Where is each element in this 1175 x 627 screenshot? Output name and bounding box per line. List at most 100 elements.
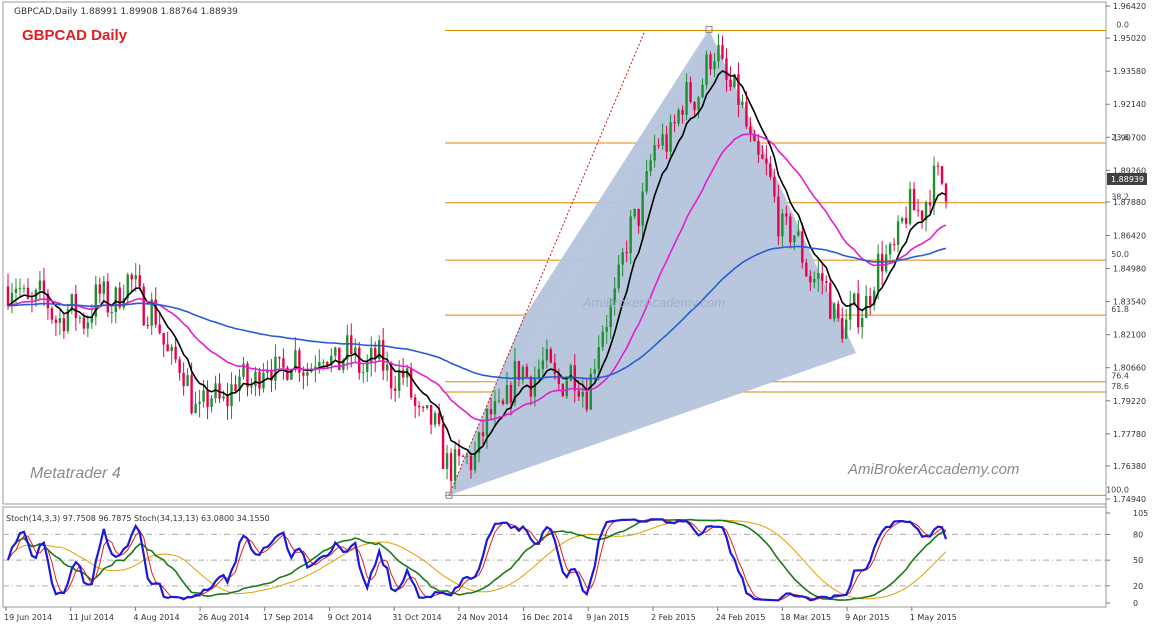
date-tick-label: 9 Apr 2015 — [845, 613, 889, 622]
candle-body — [286, 367, 289, 380]
candle-body — [605, 327, 608, 332]
candle-body — [62, 318, 66, 332]
candle-body — [457, 449, 461, 456]
candle-body — [50, 308, 54, 320]
candle-body — [82, 317, 86, 329]
candle-body — [741, 101, 744, 105]
candle-body — [585, 391, 588, 410]
candle-body — [501, 400, 505, 404]
candle-body — [777, 196, 780, 237]
stoch-tick-label: 105 — [1133, 509, 1148, 518]
candle-body — [90, 316, 94, 323]
pattern-triangle-main — [449, 29, 856, 496]
candle-body — [389, 364, 393, 389]
price-tick-label: 1.77780 — [1113, 430, 1146, 439]
candle-body — [150, 299, 153, 326]
candle-body — [904, 218, 908, 224]
candle-body — [737, 74, 740, 105]
date-tick-label: 16 Dec 2014 — [522, 613, 573, 622]
candle-body — [900, 218, 904, 222]
candle-body — [278, 356, 281, 359]
date-tick-label: 26 Aug 2014 — [198, 613, 249, 622]
candle-body — [433, 413, 437, 425]
stoch-slow-main-line — [7, 518, 947, 601]
candle-body — [326, 362, 329, 366]
candle-body — [613, 288, 616, 306]
candle-body — [461, 455, 465, 457]
candle-body — [769, 163, 772, 177]
candle-body — [266, 369, 269, 373]
candle-body — [876, 253, 880, 291]
candle-body — [896, 221, 900, 245]
stoch-fast-signal-line — [7, 518, 947, 601]
candle-body — [270, 369, 273, 381]
candle-body — [773, 176, 776, 197]
candle-body — [697, 97, 700, 110]
candle-body — [765, 158, 768, 164]
price-tick-label: 1.80660 — [1113, 364, 1146, 373]
candle-body — [238, 376, 241, 391]
watermark-center: AmiBrokerAcademy.com — [582, 295, 725, 310]
candle-body — [190, 375, 193, 414]
ma-fast-line — [7, 69, 947, 456]
fib-label: 0.0 — [1116, 21, 1129, 30]
candle-body — [374, 348, 377, 360]
candle-body — [725, 58, 728, 80]
candle-body — [210, 398, 213, 408]
candle-body — [661, 134, 664, 146]
candle-body — [856, 293, 860, 328]
candle-body — [852, 293, 856, 304]
candle-body — [797, 231, 800, 236]
moving-averages — [7, 69, 947, 456]
candle-body — [789, 216, 792, 243]
candle-body — [358, 347, 361, 373]
ma-slow-line — [7, 245, 947, 380]
candle-body — [282, 358, 285, 368]
candle-body — [465, 455, 469, 457]
date-tick-label: 24 Nov 2014 — [457, 613, 508, 622]
candle-body — [936, 165, 940, 167]
stochastic-axis: 105 80 50 20 0 — [1106, 509, 1148, 608]
candle-body — [888, 244, 892, 255]
candle-body — [425, 405, 429, 408]
candle-body — [38, 280, 42, 290]
date-tick-label: 1 May 2015 — [910, 613, 957, 622]
candle-body — [294, 350, 297, 370]
candle-body — [685, 82, 688, 115]
date-axis: 19 Jun 2014 11 Jul 2014 4 Aug 2014 26 Aug 2… — [4, 607, 957, 622]
price-tick-label: 1.83540 — [1113, 298, 1146, 307]
candle-body — [86, 322, 90, 329]
candle-body — [860, 317, 864, 328]
candle-body — [721, 44, 724, 59]
candle-body — [154, 299, 157, 325]
price-tick-label: 1.93580 — [1113, 67, 1146, 76]
projection-line — [448, 30, 646, 496]
candle-body — [829, 282, 832, 319]
candle-body — [246, 363, 249, 388]
candle-body — [932, 165, 936, 206]
candle-body — [892, 244, 896, 246]
candle-body — [445, 453, 449, 469]
candle-body — [22, 287, 26, 289]
candle-body — [637, 208, 640, 226]
stoch-tick-label: 20 — [1133, 582, 1143, 591]
candle-body — [381, 340, 385, 371]
stoch-panel-frame — [2, 506, 1107, 608]
candle-body — [342, 359, 345, 371]
candle-body — [421, 407, 425, 409]
candle-body — [274, 356, 277, 381]
price-axis: 1.96420 1.95020 1.93580 1.92140 1.90700 1.892… — [1106, 2, 1146, 504]
candle-body — [645, 171, 648, 192]
candle-body — [222, 396, 225, 399]
candle-body — [617, 264, 620, 289]
candle-body — [565, 380, 569, 397]
price-tick-label: 1.92140 — [1113, 100, 1146, 109]
stoch-tick-label: 50 — [1133, 556, 1143, 565]
candle-body — [122, 298, 125, 308]
candle-body — [42, 280, 46, 294]
candle-body — [354, 347, 357, 354]
candle-body — [401, 370, 405, 378]
candle-body — [924, 202, 928, 221]
candle-body — [793, 235, 796, 243]
